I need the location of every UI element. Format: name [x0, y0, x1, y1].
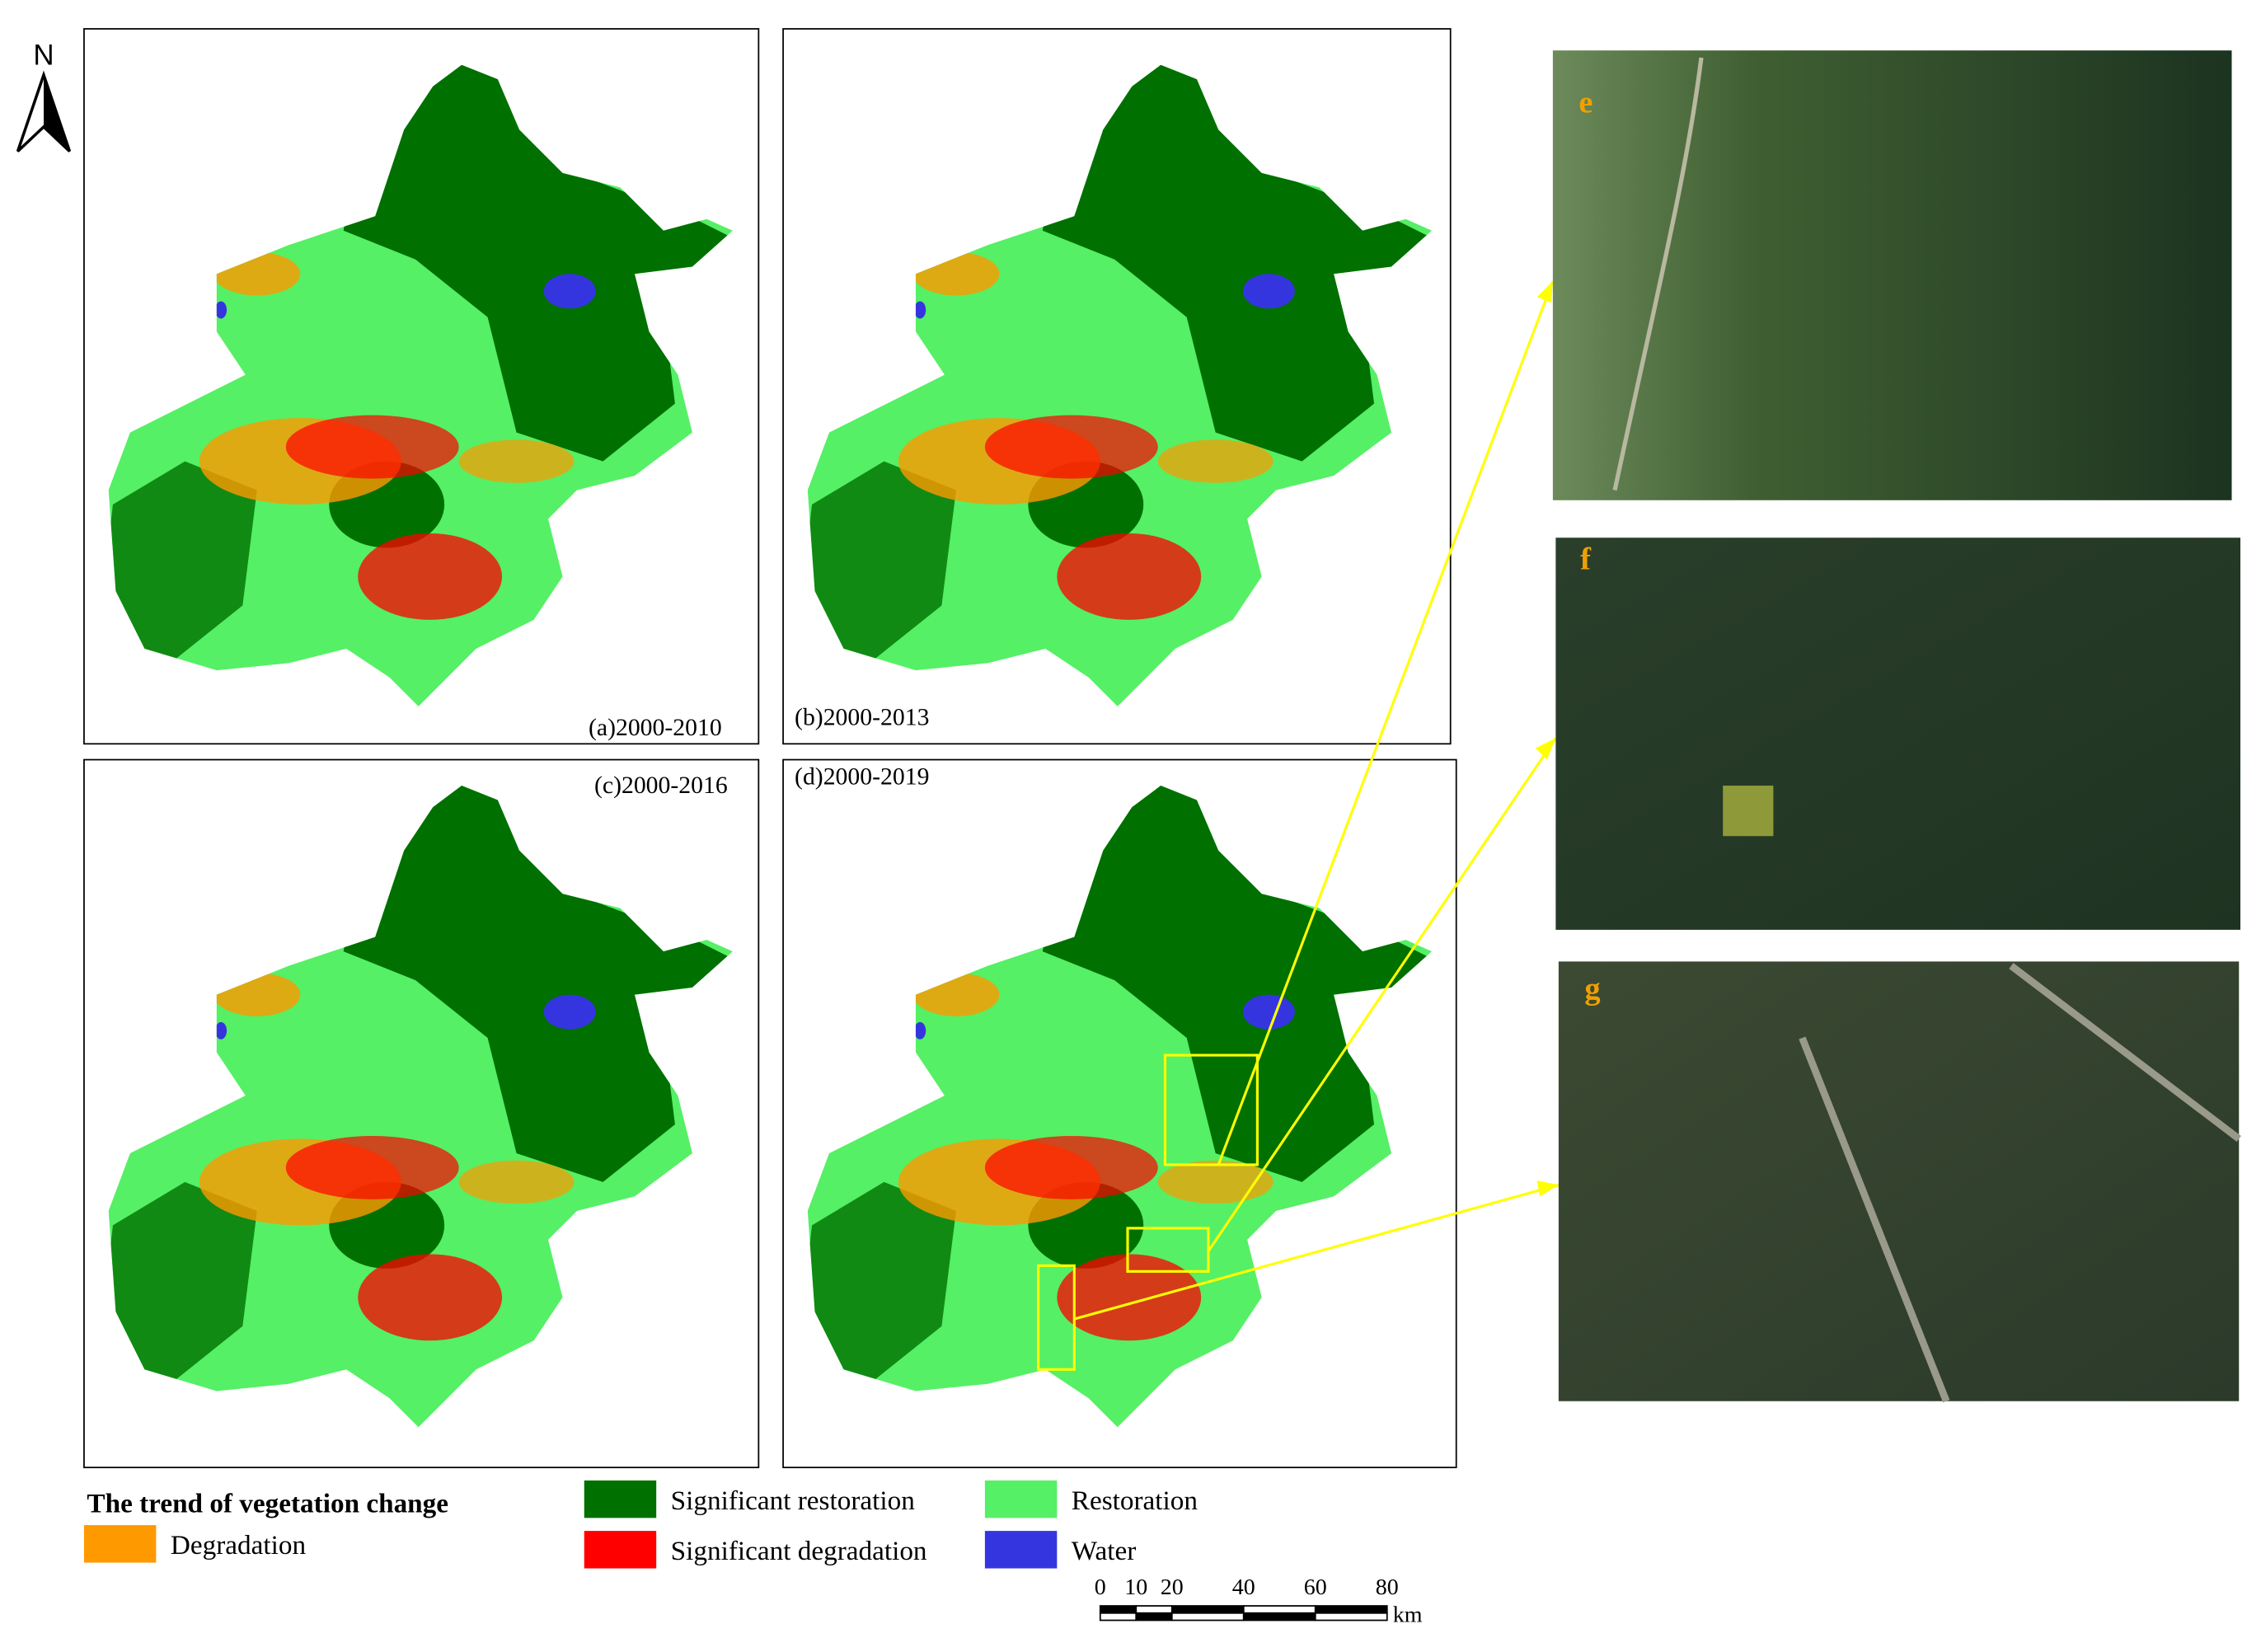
legend: Degradation Significant restoration Signif…	[83, 1480, 1199, 1569]
scale-label: 60	[1304, 1575, 1327, 1600]
photo	[1552, 50, 2232, 500]
panel-label: (c)2000-2016	[594, 772, 728, 799]
scale-segment	[1135, 1612, 1173, 1621]
scale-segment	[1314, 1612, 1388, 1621]
legend-swatch	[584, 1531, 657, 1569]
scale-label: 40	[1232, 1575, 1255, 1600]
photo-patch	[1723, 786, 1774, 837]
scale-segment	[1099, 1605, 1138, 1614]
photo	[1555, 537, 2240, 930]
legend-label: Restoration	[1072, 1485, 1199, 1516]
panel-label: (d)2000-2019	[795, 763, 929, 790]
legend-label: Significant restoration	[671, 1485, 916, 1516]
photo-label: e	[1578, 85, 1593, 120]
panel-label: (a)2000-2010	[589, 715, 722, 741]
callout-box	[1037, 1264, 1076, 1371]
north-arrow-half	[43, 74, 70, 152]
legend-swatch	[83, 1525, 157, 1563]
panel-frame	[782, 28, 1452, 745]
legend-label: Significant degradation	[671, 1536, 927, 1566]
scale-segment	[1242, 1605, 1316, 1614]
map	[84, 29, 762, 749]
north-label: N	[33, 40, 54, 72]
callout-arrow	[1217, 280, 1555, 1166]
scale-segment	[1135, 1605, 1173, 1614]
callout-arrow	[1207, 737, 1557, 1252]
arrow-heads	[1535, 280, 1559, 1197]
scale-segment	[1170, 1605, 1245, 1614]
panel-frame	[782, 758, 1457, 1469]
scale-label: 80	[1376, 1575, 1399, 1600]
map	[783, 29, 1461, 749]
legend-swatch	[984, 1531, 1058, 1569]
legend-title: The trend of vegetation change	[87, 1488, 448, 1518]
photo-road	[1799, 963, 2241, 1403]
scale-segment	[1170, 1612, 1245, 1621]
map	[783, 749, 1461, 1470]
callouts	[1037, 280, 1560, 1371]
scale-label: 0	[1095, 1575, 1106, 1600]
photo-road	[1612, 57, 1704, 491]
legend-swatch	[984, 1480, 1058, 1518]
photo-labels: e f g	[1578, 85, 1600, 1006]
photo-label: f	[1580, 542, 1592, 577]
scale-label: 20	[1161, 1575, 1184, 1600]
scale-label: 10	[1124, 1575, 1147, 1600]
legend-swatch	[584, 1480, 657, 1518]
callout-arrow	[1073, 1183, 1560, 1321]
photo	[1558, 961, 2240, 1401]
legend-label: Water	[1072, 1536, 1136, 1566]
map	[84, 749, 762, 1470]
scale-segment	[1242, 1612, 1316, 1621]
photo-label: g	[1584, 972, 1600, 1007]
scale-segment	[1099, 1612, 1138, 1621]
legend-label: Degradation	[171, 1530, 307, 1560]
panel-frame	[83, 28, 760, 745]
scale-segment	[1314, 1605, 1388, 1614]
panel-frame	[83, 758, 760, 1469]
scale-unit: km	[1393, 1602, 1423, 1627]
panel-label: (b)2000-2013	[795, 705, 929, 731]
callout-box	[1163, 1054, 1259, 1166]
